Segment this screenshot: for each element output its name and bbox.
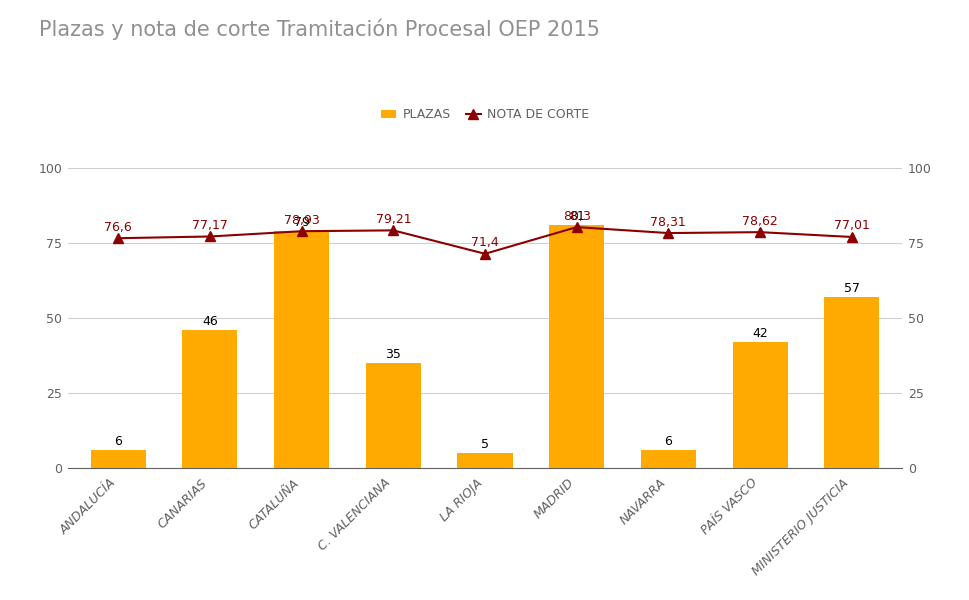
- Text: 80,3: 80,3: [562, 209, 590, 223]
- Bar: [182, 330, 237, 468]
- Bar: [548, 225, 604, 468]
- Text: 79: 79: [294, 215, 309, 229]
- Text: 6: 6: [114, 434, 122, 448]
- Text: 78,31: 78,31: [650, 215, 685, 229]
- Text: 77,01: 77,01: [833, 220, 869, 232]
- Text: 77,17: 77,17: [192, 219, 228, 232]
- Text: 6: 6: [664, 434, 672, 448]
- Bar: [824, 297, 878, 468]
- Bar: [457, 453, 512, 468]
- Bar: [91, 450, 145, 468]
- Text: Plazas y nota de corte Tramitación Procesal OEP 2015: Plazas y nota de corte Tramitación Proce…: [39, 18, 599, 40]
- Text: 35: 35: [385, 347, 401, 361]
- Text: 42: 42: [751, 326, 767, 340]
- Bar: [274, 231, 328, 468]
- Text: 5: 5: [481, 437, 488, 451]
- Text: 78,93: 78,93: [284, 214, 319, 227]
- Text: 81: 81: [568, 209, 584, 223]
- Legend: PLAZAS, NOTA DE CORTE: PLAZAS, NOTA DE CORTE: [381, 108, 588, 121]
- Text: 57: 57: [843, 281, 859, 295]
- Bar: [641, 450, 695, 468]
- Text: 79,21: 79,21: [375, 213, 411, 226]
- Bar: [365, 363, 421, 468]
- Text: 46: 46: [202, 314, 218, 328]
- Text: 78,62: 78,62: [741, 215, 777, 227]
- Text: 76,6: 76,6: [105, 221, 132, 234]
- Bar: [732, 342, 787, 468]
- Text: 71,4: 71,4: [471, 236, 498, 250]
